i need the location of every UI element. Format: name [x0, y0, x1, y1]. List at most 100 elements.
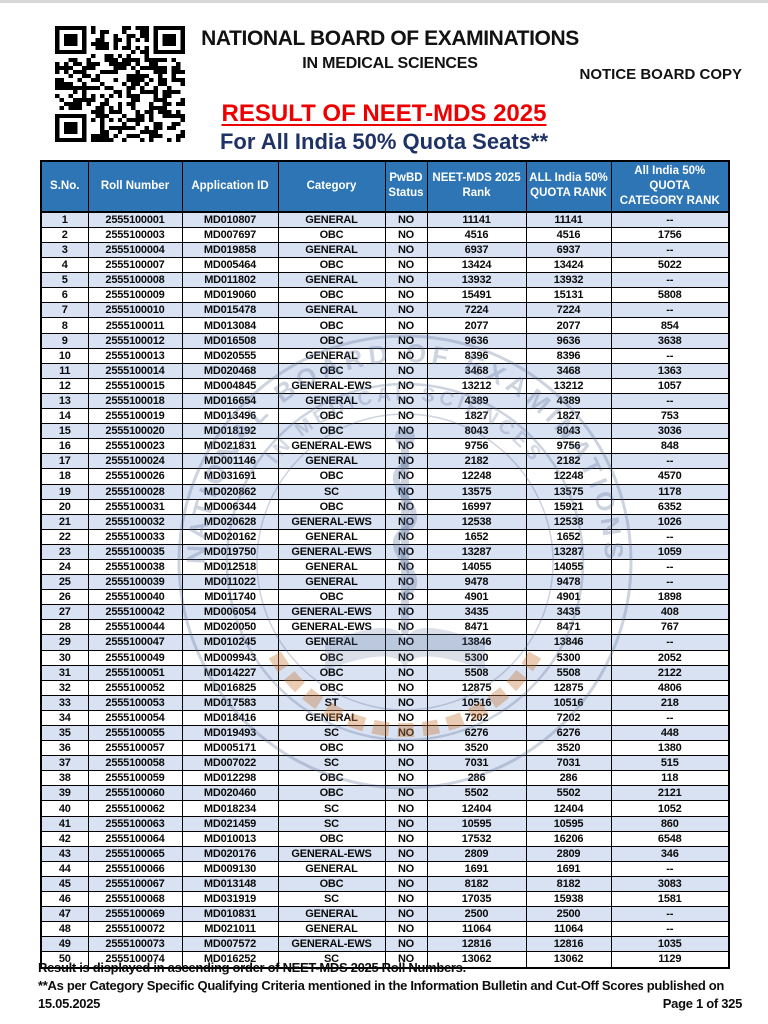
table-cell: MD021011	[181, 921, 279, 938]
table-cell: 860	[610, 815, 730, 832]
table-cell: 13062	[525, 951, 612, 968]
table-cell: GENERAL-EWS	[277, 936, 386, 953]
table-cell: 7224	[525, 302, 612, 319]
table-cell: MD019858	[181, 241, 279, 259]
table-cell: NO	[384, 513, 428, 530]
table-cell: 2555100060	[87, 785, 183, 802]
table-cell: MD011740	[181, 589, 279, 606]
table-cell: 9478	[426, 574, 527, 591]
table-cell: 5502	[525, 785, 612, 802]
table-cell: 118	[610, 770, 730, 787]
table-cell: --	[610, 574, 730, 591]
table-cell: 2555100012	[87, 332, 183, 349]
table-cell: GENERAL	[277, 347, 386, 364]
table-cell: 2500	[426, 906, 527, 923]
table-cell: NO	[384, 936, 428, 953]
table-cell: 2500	[525, 906, 612, 923]
table-cell: NO	[384, 875, 428, 893]
table-cell: NO	[384, 830, 428, 847]
table-cell: OBC	[277, 589, 386, 606]
table-cell: 5022	[610, 257, 730, 274]
table-cell: 2182	[426, 453, 527, 470]
table-cell: NO	[384, 317, 428, 334]
table-cell: 2555100013	[87, 347, 183, 364]
table-cell: 11	[40, 362, 89, 379]
table-cell: NO	[384, 347, 428, 364]
table-cell: 38	[40, 770, 89, 787]
table-cell: 1129	[610, 951, 730, 968]
table-cell: 12875	[426, 679, 527, 696]
table-cell: NO	[384, 724, 428, 742]
table-cell: 5508	[426, 664, 527, 681]
table-cell: 34	[40, 709, 89, 727]
table-row: 48 2555100072 MD021011 GENERAL NO 11064 11064-…	[40, 921, 730, 938]
table-cell: 286	[525, 770, 612, 787]
table-row: 5 2555100008 MD011802 GENERAL NO 13932 13932 --	[40, 272, 730, 289]
table-cell: 6548	[610, 830, 730, 847]
table-cell: GENERAL-EWS	[277, 604, 386, 621]
table-cell: 12248	[525, 468, 612, 485]
table-cell: 2122	[610, 664, 730, 681]
table-cell: 48	[40, 921, 89, 938]
table-cell: 1059	[610, 543, 730, 560]
table-cell: 13424	[525, 257, 612, 274]
table-cell: 2555100010	[87, 302, 183, 319]
table-cell: 2555100007	[87, 257, 183, 274]
table-row: 12 2555100015 MD004845 GENERAL-EWS NO 13212 13…	[40, 377, 730, 394]
table-cell: NO	[384, 815, 428, 832]
table-row: 7 2555100010 MD015478 GENERAL NO 7224 7224 --	[40, 302, 730, 319]
table-cell: 6937	[426, 241, 527, 259]
table-cell: 8471	[426, 619, 527, 636]
table-cell: GENERAL	[277, 860, 386, 877]
table-cell: 2809	[426, 845, 527, 862]
table-cell: 6	[40, 287, 89, 304]
table-cell: GENERAL	[277, 709, 386, 727]
table-cell: GENERAL-EWS	[277, 377, 386, 394]
table-cell: MD031691	[181, 468, 279, 485]
table-cell: NO	[384, 302, 428, 319]
table-cell: 7	[40, 302, 89, 319]
table-cell: NO	[384, 619, 428, 636]
table-row: 22 2555100033 MD020162 GENERAL NO 1652 1652 --	[40, 528, 730, 545]
table-cell: NO	[384, 332, 428, 349]
table-cell: 15491	[426, 287, 527, 304]
table-cell: 2555100064	[87, 830, 183, 847]
table-cell: MD015478	[181, 302, 279, 319]
table-cell: 45	[40, 875, 89, 893]
table-cell: MD019750	[181, 543, 279, 560]
table-cell: 2	[40, 226, 89, 244]
table-cell: NO	[384, 528, 428, 545]
table-cell: MD020176	[181, 845, 279, 862]
table-cell: 7031	[426, 755, 527, 772]
table-cell: 39	[40, 785, 89, 802]
table-row: 30 2555100049 MD009943 OBC NO 5300 5300 2052	[40, 649, 730, 666]
table-row: 21 2555100032 MD020628 GENERAL-EWS NO 12538 12…	[40, 513, 730, 530]
results-table: S.No. Roll Number Application ID Category Pw…	[40, 160, 730, 969]
table-cell: MD013496	[181, 408, 279, 425]
table-cell: MD020862	[181, 483, 279, 500]
table-cell: 2555100063	[87, 815, 183, 832]
table-cell: 19	[40, 483, 89, 500]
notice-board-copy-label: NOTICE BOARD COPY	[579, 66, 742, 83]
table-cell: NO	[384, 664, 428, 681]
table-cell: 9756	[426, 438, 527, 455]
table-cell: OBC	[277, 770, 386, 787]
table-cell: OBC	[277, 408, 386, 425]
table-cell: 3435	[426, 604, 527, 621]
table-cell: MD013084	[181, 317, 279, 334]
table-cell: MD010013	[181, 830, 279, 847]
table-row: 19 2555100028 MD020862 SC NO 13575 13575 1178	[40, 483, 730, 500]
table-cell: 43	[40, 845, 89, 862]
table-cell: 9478	[525, 574, 612, 591]
page-top-edge	[0, 0, 768, 3]
table-cell: 10	[40, 347, 89, 364]
table-cell: 13846	[525, 634, 612, 651]
table-cell: 42	[40, 830, 89, 847]
table-cell: MD013148	[181, 875, 279, 893]
table-cell: 13932	[525, 272, 612, 289]
table-cell: 2555100049	[87, 649, 183, 666]
table-cell: --	[610, 906, 730, 923]
table-cell: NO	[384, 649, 428, 666]
table-row: 27 2555100042 MD006054 GENERAL-EWS NO 3435 343…	[40, 604, 730, 621]
table-cell: NO	[384, 287, 428, 304]
